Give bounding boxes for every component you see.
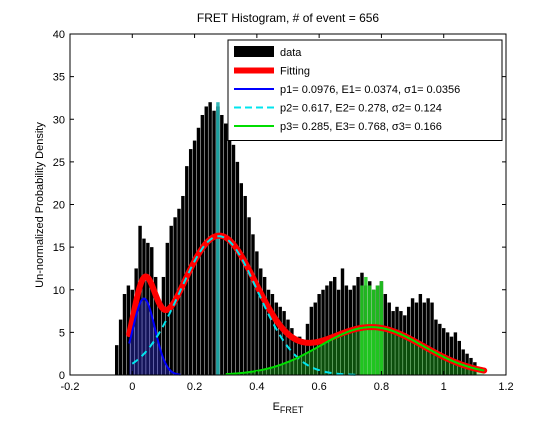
histogram-bar (243, 195, 247, 375)
histogram-bar (266, 289, 271, 375)
legend-entry-3-label: p1= 0.0976, E1= 0.0374, σ1= 0.0356 (280, 84, 460, 96)
histogram-bar (239, 183, 243, 375)
histogram-bar (453, 332, 458, 375)
y-axis-ticks: 0 5 10 15 20 25 30 35 40 (53, 29, 506, 382)
legend-entry-2-label: Fitting (280, 66, 310, 78)
histogram-bar (235, 161, 240, 375)
histogram-bar (426, 298, 430, 375)
histogram-bar (399, 311, 403, 375)
highlighted-histogram-bar (371, 289, 376, 375)
x-tick-label: 1 (441, 381, 447, 393)
histogram-bar (391, 311, 395, 375)
x-tick-label: 0.4 (249, 381, 264, 393)
x-axis-label-subscript: FRET (280, 405, 304, 415)
histogram-bar (115, 345, 119, 375)
y-tick-label: 5 (59, 327, 65, 339)
legend-entry-1-label: data (280, 47, 302, 59)
histogram-bar (403, 315, 407, 375)
x-tick-label: 0 (129, 381, 135, 393)
y-tick-label: 20 (53, 200, 65, 212)
histogram-bar (262, 276, 267, 375)
histogram-bar (153, 276, 158, 375)
histogram-bar (321, 289, 325, 375)
x-tick-label: -0.2 (61, 381, 80, 393)
histogram-bar (317, 294, 321, 375)
histogram-bar (438, 323, 442, 375)
histogram-bar (150, 247, 154, 375)
histogram-bar (340, 268, 345, 375)
histogram-bar (255, 251, 259, 375)
histogram-bar (270, 294, 275, 375)
x-tick-label: 0.6 (311, 381, 326, 393)
histogram-bar (313, 302, 317, 375)
histogram-bar (212, 110, 216, 375)
histogram-bar (224, 123, 228, 375)
x-tick-label: 0.2 (187, 381, 202, 393)
histogram-bar (325, 285, 329, 375)
x-tick-label: 1.2 (498, 381, 513, 393)
histogram-bar (442, 328, 446, 375)
legend-entry-5-label: p3= 0.285, E3= 0.768, σ3= 0.166 (280, 121, 442, 133)
highlighted-histogram-bar (368, 285, 372, 375)
y-tick-label: 10 (53, 285, 65, 297)
histogram-bar (251, 234, 255, 375)
histogram-bar (418, 294, 423, 375)
histogram-bar (434, 319, 438, 375)
y-tick-label: 30 (53, 114, 65, 126)
histogram-bar (430, 302, 434, 375)
histogram-bar (220, 114, 224, 376)
x-axis-label-main: E (273, 401, 280, 413)
y-tick-label: 15 (53, 242, 65, 254)
histogram-bar (329, 281, 333, 375)
component-curve-1 (128, 297, 181, 376)
histogram-bar (138, 225, 142, 375)
histogram-bar (305, 323, 310, 375)
histogram-bar (142, 238, 146, 375)
component-curve-3-overlay (303, 326, 485, 372)
histogram-bar (387, 302, 391, 375)
histogram-bar (146, 242, 150, 375)
histogram-bar (422, 302, 426, 375)
histogram-bar (445, 332, 450, 375)
histogram-bar (259, 268, 263, 375)
histogram-bar (231, 144, 236, 375)
histogram-bar (227, 132, 232, 375)
histogram-bar (274, 302, 279, 375)
y-tick-label: 25 (53, 157, 65, 169)
legend: data Fitting p1= 0.0976, E1= 0.0374, σ1= 0… (227, 39, 503, 141)
histogram-bar (157, 306, 162, 375)
fit-curves (126, 232, 488, 376)
histogram-bar (122, 294, 127, 375)
histogram-bar (333, 276, 337, 375)
histogram-bar (290, 328, 294, 375)
histogram-bar (282, 311, 286, 375)
histogram-bar (118, 319, 123, 375)
histogram-bar (449, 336, 454, 375)
y-tick-label: 35 (53, 72, 65, 84)
histogram-bar (395, 306, 399, 375)
histogram-bar (169, 225, 173, 375)
histogram-bar (457, 340, 461, 375)
legend-entry-4-label: p2= 0.617, E2= 0.278, σ2= 0.124 (280, 103, 442, 115)
chart-title: FRET Histogram, # of event = 656 (197, 11, 380, 25)
histogram-bar (410, 298, 415, 375)
y-tick-label: 40 (53, 29, 65, 41)
x-axis-ticks: -0.2 0 0.2 0.4 0.6 0.8 1 1.2 (61, 34, 514, 393)
histogram-bar (301, 340, 306, 375)
x-axis-label: EFRET (273, 401, 304, 415)
histogram-bar (247, 217, 251, 375)
histogram-bar (278, 306, 282, 375)
x-tick-label: 0.8 (374, 381, 389, 393)
legend-entry-1-swatch (234, 46, 274, 57)
y-tick-label: 0 (59, 370, 65, 382)
component-curve-2 (131, 235, 357, 376)
histogram-bar (134, 268, 138, 375)
y-axis-label: Un-normalized Probability Density (34, 122, 46, 288)
component-fill-3 (206, 327, 485, 375)
histogram-bar (383, 294, 388, 375)
histogram-bar (414, 302, 419, 375)
